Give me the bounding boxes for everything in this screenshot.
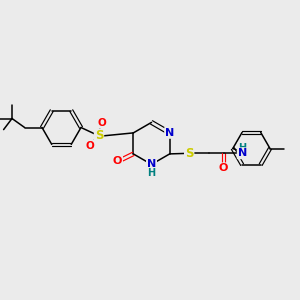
Text: N: N — [165, 128, 174, 138]
Text: O: O — [97, 118, 106, 128]
Text: N: N — [238, 148, 247, 158]
Text: H: H — [147, 168, 156, 178]
Text: O: O — [85, 140, 94, 151]
Text: H: H — [238, 143, 246, 153]
Text: O: O — [113, 155, 122, 166]
Text: O: O — [219, 163, 228, 173]
Text: S: S — [95, 129, 103, 142]
Text: N: N — [147, 159, 156, 170]
Text: S: S — [185, 147, 194, 160]
